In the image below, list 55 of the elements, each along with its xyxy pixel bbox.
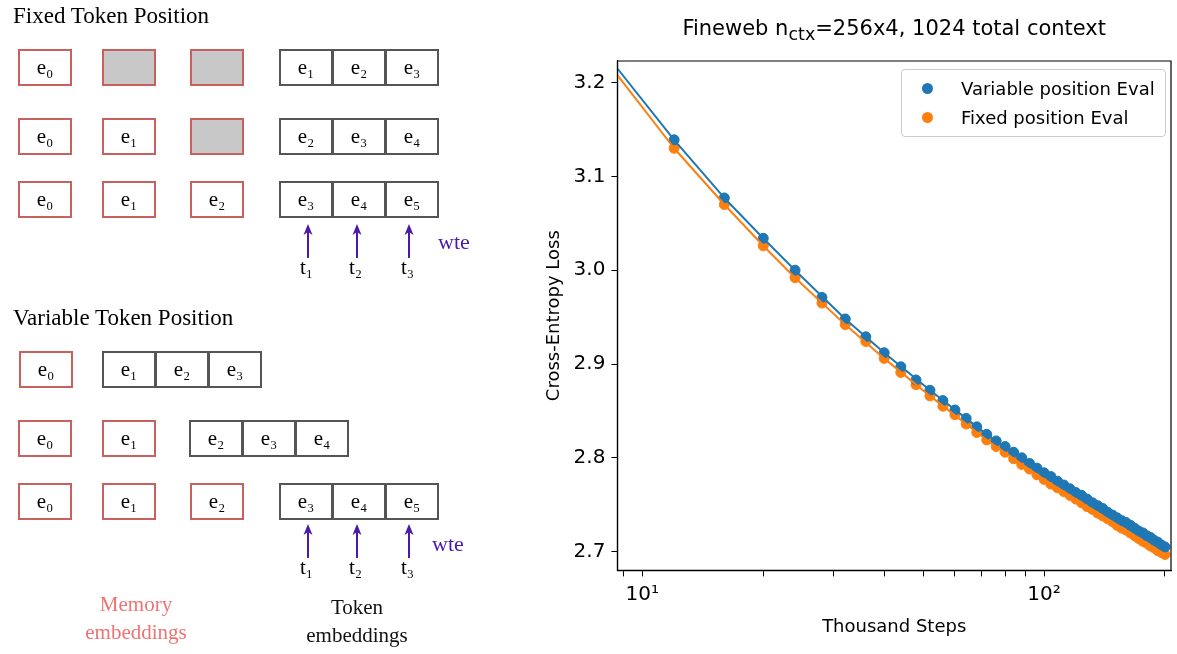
y-tick-label: 3.2 — [573, 68, 606, 93]
text: t₃ — [401, 255, 415, 280]
token-box: e₄ — [295, 420, 349, 457]
token-box: e₃ — [332, 118, 386, 155]
text: wte — [432, 531, 464, 557]
memory-box: e₀ — [18, 49, 72, 86]
y-axis-title: Cross-Entropy Loss — [542, 230, 564, 402]
memory-box: e₀ — [18, 420, 72, 457]
text: wte — [438, 229, 470, 255]
legend-label: Fixed position Eval — [961, 107, 1129, 128]
token-box: e₂ — [279, 118, 333, 155]
y-tick-label: 2.9 — [573, 350, 606, 375]
memory-box: e₁ — [102, 420, 156, 457]
token-box: e₃ — [242, 420, 296, 457]
token-box: e₁ — [279, 49, 333, 86]
memory-box: e₂ — [190, 181, 244, 218]
text: t₁ — [300, 255, 314, 280]
text: Token embeddings — [305, 594, 409, 649]
token-box: e₄ — [332, 181, 386, 218]
token-box: e₁ — [102, 351, 156, 388]
token-box: e₂ — [332, 49, 386, 86]
text: t₂ — [349, 255, 363, 280]
y-tick-label: 2.8 — [573, 444, 606, 469]
token-box: e₃ — [279, 483, 333, 520]
memory-box: e₀ — [18, 181, 72, 218]
token-box: e₂ — [155, 351, 209, 388]
memory-box: e₁ — [102, 483, 156, 520]
y-tick-label: 3.1 — [573, 162, 606, 187]
token-box: e₅ — [385, 483, 439, 520]
token-box: e₂ — [189, 420, 243, 457]
x-axis-title: Thousand Steps — [821, 614, 967, 636]
y-tick-label: 3.0 — [573, 256, 606, 281]
text: t₃ — [401, 555, 415, 580]
token-box: e₄ — [385, 118, 439, 155]
memory-box: e₀ — [19, 351, 73, 388]
text: Fixed Token Position — [13, 3, 210, 29]
token-box: e₃ — [385, 49, 439, 86]
legend-label: Variable position Eval — [961, 78, 1155, 99]
memory-box: e₂ — [190, 483, 244, 520]
text: Memory embeddings — [84, 591, 188, 646]
token-box: e₃ — [208, 351, 262, 388]
memory-box: e₀ — [18, 483, 72, 520]
memory-box: e₁ — [102, 118, 156, 155]
text: Variable Token Position — [13, 305, 234, 331]
text: t₂ — [349, 555, 363, 580]
chart-title: Fineweb n$_{ctx}$=256x4, 1024 total context — [682, 16, 1107, 45]
memory-box: e₁ — [102, 181, 156, 218]
token-box: e₃ — [279, 181, 333, 218]
y-tick-label: 2.7 — [573, 537, 606, 562]
x-tick-label: 10¹ — [625, 580, 660, 605]
memory-box: e₀ — [18, 118, 72, 155]
x-tick-label: 10² — [1027, 580, 1061, 605]
text: t₁ — [300, 555, 314, 580]
token-box: e₅ — [385, 181, 439, 218]
token-box: e₄ — [332, 483, 386, 520]
